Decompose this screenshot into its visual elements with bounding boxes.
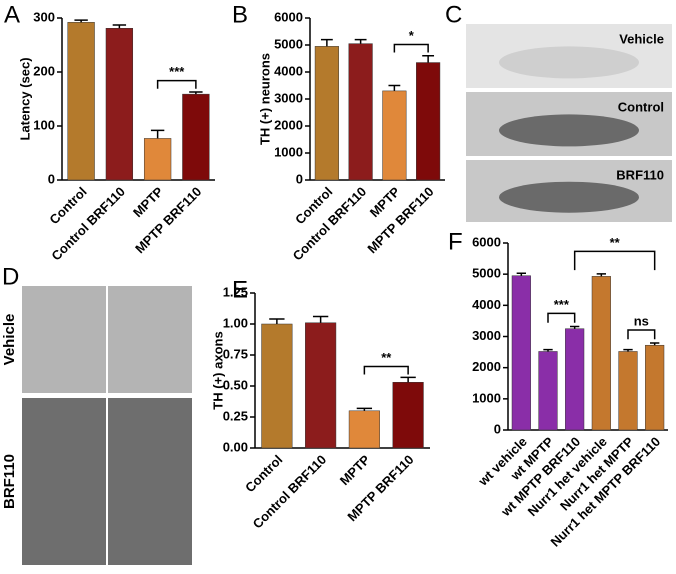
- y-tick-label: 1.25: [223, 284, 248, 299]
- bar: [105, 28, 134, 181]
- significance-bracket: [573, 250, 656, 271]
- error-bar: [112, 24, 127, 29]
- panel-letter: E: [232, 276, 248, 303]
- y-tick-label: 4000: [274, 63, 303, 78]
- error-bar: [74, 19, 88, 23]
- y-tick-label: 6000: [274, 9, 303, 24]
- y-tick-label: 5000: [472, 266, 501, 281]
- error-bar: [596, 273, 606, 277]
- error-bar: [320, 38, 333, 47]
- y-tick-label: 1.00: [223, 315, 248, 330]
- y-axis-label: TH (+) neurons: [257, 53, 272, 145]
- bar: [565, 328, 585, 431]
- error-bar: [189, 91, 203, 95]
- tissue: [499, 114, 639, 147]
- y-tick-label: 2000: [472, 359, 501, 374]
- bar: [382, 90, 407, 181]
- y-tick-label: 2000: [274, 117, 303, 132]
- bar: [143, 138, 172, 181]
- image-label: BRF110: [616, 167, 664, 182]
- y-tick-label: 1000: [472, 390, 501, 405]
- x-tick-label: Control: [242, 452, 285, 495]
- y-tick-label: 0: [296, 171, 303, 186]
- error-bar: [388, 84, 401, 91]
- bar: [416, 62, 441, 181]
- bar: [182, 93, 210, 181]
- error-bar: [570, 325, 580, 329]
- error-bar: [543, 348, 553, 352]
- bar: [392, 382, 424, 449]
- significance-label: *: [409, 28, 415, 43]
- y-tick-label: 0: [494, 421, 501, 436]
- bar: [261, 323, 293, 449]
- y-tick-label: 0.00: [223, 439, 248, 454]
- bar: [348, 43, 373, 181]
- significance-bracket: [393, 43, 429, 53]
- significance-label: **: [381, 350, 392, 365]
- x-tick-label: MPTP: [130, 184, 166, 220]
- y-tick-label: 1000: [274, 144, 303, 159]
- error-bar: [400, 376, 416, 383]
- y-tick-label: 0: [48, 171, 55, 186]
- error-bar: [516, 272, 526, 276]
- bar: [348, 410, 380, 449]
- significance-bracket: [156, 79, 197, 89]
- x-tick-label: MPTP: [337, 452, 373, 488]
- significance-label: ns: [634, 313, 649, 328]
- panel-letter: C: [445, 1, 462, 28]
- panel-letter: A: [4, 1, 20, 28]
- significance-label: **: [610, 235, 621, 250]
- error-bar: [650, 342, 660, 346]
- error-bar: [356, 407, 373, 411]
- error-bar: [623, 348, 633, 352]
- error-bar: [312, 315, 329, 323]
- error-bar: [269, 318, 285, 324]
- error-bar: [354, 38, 367, 44]
- micrograph: [22, 398, 106, 565]
- y-tick-label: 6000: [472, 234, 501, 249]
- y-tick-label: 300: [33, 9, 55, 24]
- error-bar: [150, 129, 165, 139]
- y-tick-label: 0.25: [223, 408, 248, 423]
- micrograph: [22, 286, 106, 393]
- panel-letter: F: [448, 228, 463, 255]
- significance-bracket: [363, 365, 409, 375]
- y-tick-label: 3000: [472, 328, 501, 343]
- micrograph: [108, 286, 192, 393]
- bar: [305, 322, 337, 449]
- y-tick-label: 4000: [472, 297, 501, 312]
- y-tick-label: 0.75: [223, 346, 248, 361]
- image-label: Vehicle: [619, 31, 664, 46]
- bar: [511, 275, 531, 431]
- image-label: Control: [618, 99, 664, 114]
- y-axis-label: Latency (sec): [17, 57, 32, 140]
- y-tick-label: 3000: [274, 90, 303, 105]
- error-bar: [422, 55, 435, 63]
- significance-bracket: [547, 312, 576, 323]
- y-tick-label: 100: [33, 117, 55, 132]
- panel-letter: D: [2, 263, 19, 290]
- x-tick-label: MPTP BRF110: [132, 184, 204, 256]
- micrograph: [108, 398, 192, 565]
- bar: [67, 22, 95, 181]
- image-label: Vehicle: [1, 314, 18, 366]
- y-axis-label: TH (+) axons: [210, 331, 225, 409]
- tissue: [499, 46, 639, 79]
- bar: [645, 344, 665, 431]
- y-tick-label: 0.50: [223, 377, 248, 392]
- tissue: [499, 181, 639, 213]
- significance-bracket: [627, 329, 656, 340]
- bar: [591, 276, 611, 431]
- bar: [538, 351, 558, 431]
- y-tick-label: 200: [33, 63, 55, 78]
- significance-label: ***: [554, 297, 570, 312]
- significance-label: ***: [169, 64, 185, 79]
- image-label: BRF110: [1, 454, 18, 509]
- panel-letter: B: [232, 1, 248, 28]
- y-tick-label: 5000: [274, 36, 303, 51]
- bar: [314, 46, 339, 181]
- bar: [618, 351, 638, 431]
